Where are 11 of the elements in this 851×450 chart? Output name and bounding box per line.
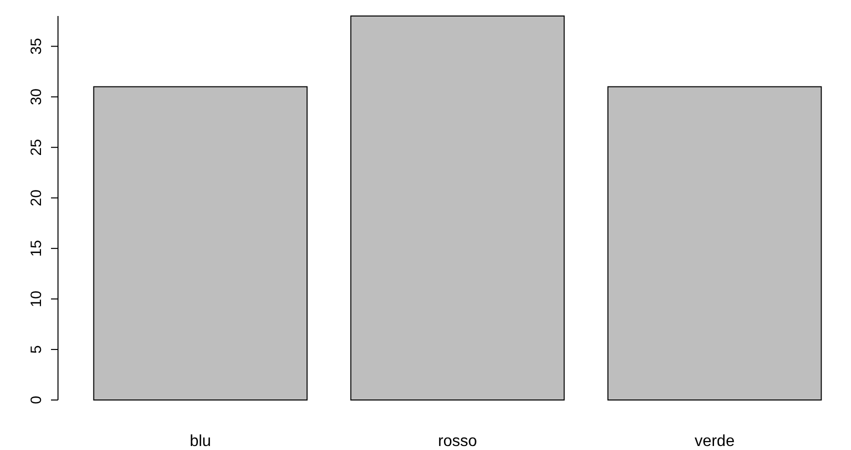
- y-tick-label: 20: [28, 190, 45, 206]
- y-tick-label: 25: [28, 139, 45, 156]
- y-tick-label: 5: [28, 345, 45, 354]
- y-tick-label: 35: [28, 38, 45, 55]
- x-tick-label: verde: [694, 433, 735, 450]
- x-tick-label: blu: [190, 433, 212, 450]
- y-tick-label: 10: [28, 290, 45, 308]
- x-tick-label: rosso: [438, 433, 478, 450]
- y-tick-label: 15: [28, 240, 45, 257]
- y-tick-label: 30: [28, 88, 45, 106]
- y-tick-label: 0: [28, 396, 45, 404]
